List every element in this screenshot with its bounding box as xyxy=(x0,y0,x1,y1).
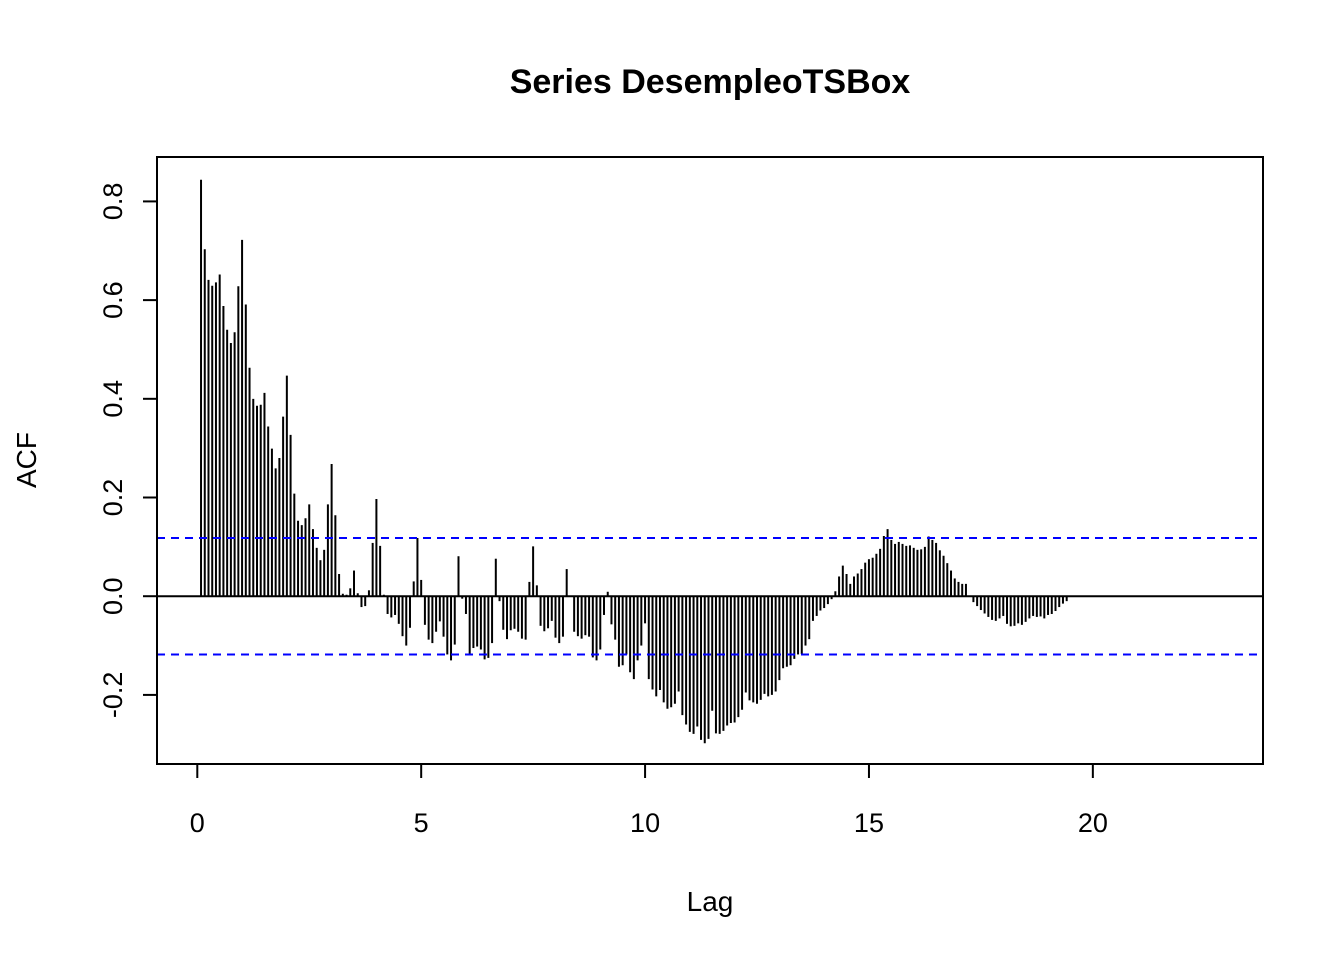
y-tick-label: 0.0 xyxy=(98,577,128,615)
y-tick-label: -0.2 xyxy=(98,672,128,719)
x-tick-label: 15 xyxy=(854,808,884,838)
x-axis-label: Lag xyxy=(687,886,734,917)
y-tick-label: 0.4 xyxy=(98,380,128,418)
reference-lines xyxy=(157,536,1263,656)
x-tick-label: 10 xyxy=(630,808,660,838)
chart-title: Series DesempleoTSBox xyxy=(510,63,911,101)
y-tick-label: 0.6 xyxy=(98,281,128,319)
plot-frame xyxy=(156,156,1264,765)
x-tick-label: 20 xyxy=(1078,808,1108,838)
acf-bars xyxy=(200,179,1068,744)
y-tick-label: 0.8 xyxy=(98,183,128,221)
x-tick-label: 0 xyxy=(190,808,205,838)
y-axis-label: ACF xyxy=(11,432,42,488)
x-tick-label: 5 xyxy=(414,808,429,838)
y-tick-label: 0.2 xyxy=(98,479,128,517)
x-axis: 0 5 10 15 20 xyxy=(190,763,1108,838)
y-axis: -0.2 0.0 0.2 0.4 0.6 0.8 xyxy=(98,183,158,719)
